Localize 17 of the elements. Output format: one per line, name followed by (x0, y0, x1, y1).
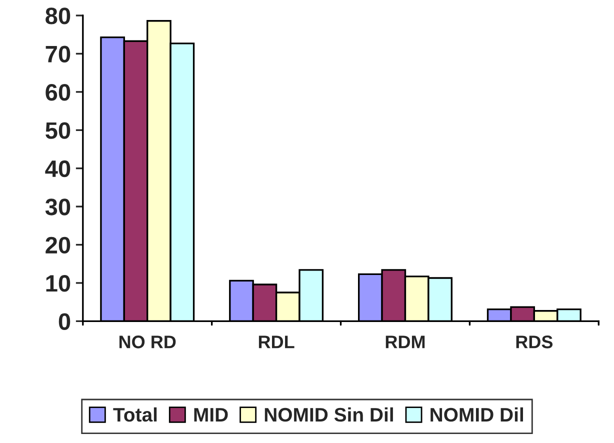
legend-label: Total (113, 407, 157, 422)
y-tick-label: 10 (46, 275, 70, 292)
y-tick-label: 50 (46, 122, 70, 139)
y-tick-label: 0 (58, 313, 70, 330)
legend-label: MID (194, 408, 228, 422)
y-tick-label: 80 (46, 8, 70, 24)
y-tick-label: 20 (46, 236, 70, 254)
y-tick-label: 30 (45, 198, 70, 216)
x-tick-label: RDL (258, 336, 294, 348)
legend-label: NOMID Dil (430, 407, 523, 422)
x-tick-label: NO RD (119, 336, 176, 348)
x-tick-label: RDS (516, 336, 553, 348)
y-tick-label: 70 (46, 46, 70, 62)
x-tick-label: RDM (386, 336, 425, 348)
legend-label: NOMID Sin Dil (264, 407, 393, 422)
y-tick-label: 60 (46, 84, 70, 101)
y-tick-label: 40 (45, 160, 70, 178)
